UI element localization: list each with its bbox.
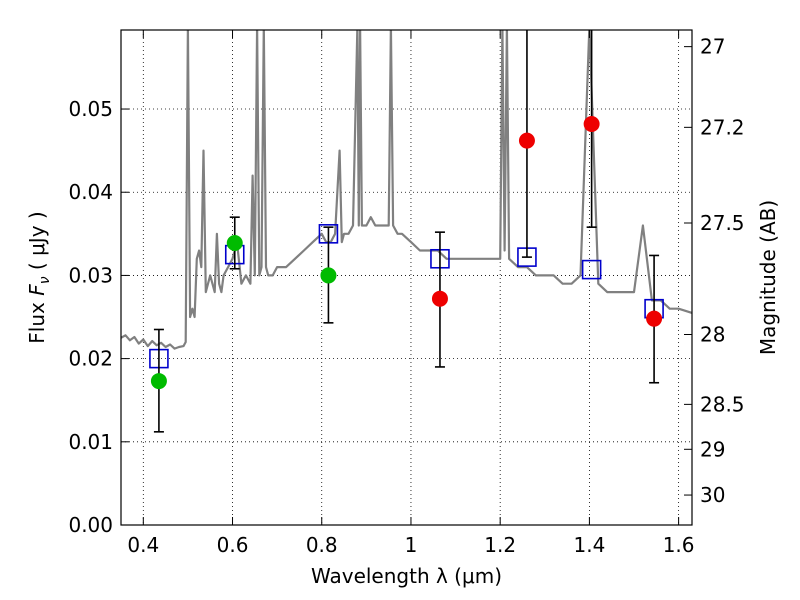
x-axis-title: Wavelength λ (μm) xyxy=(311,564,502,588)
x-tick-label: 1.6 xyxy=(663,533,695,557)
y-tick-label: 0.03 xyxy=(68,263,113,287)
observed-point xyxy=(150,373,167,390)
observed-point xyxy=(320,267,337,284)
y2-tick-label: 27 xyxy=(700,35,725,59)
plot-frame xyxy=(120,29,693,526)
grid xyxy=(121,30,692,525)
y2-tick-label: 28.5 xyxy=(700,392,745,416)
y2-axis-title: Magnitude (AB) xyxy=(756,200,780,355)
model-square xyxy=(581,259,602,280)
y-tick-label: 0.02 xyxy=(68,347,113,371)
x-tick-label: 1.2 xyxy=(484,533,516,557)
ticks: 0.4 0.6 0.8 1 1.2 1.4 1.6 0.00 0.01 0.02 0.03 0.04 0… xyxy=(68,30,745,557)
y-axis-title-subscript: ν xyxy=(37,276,53,284)
y-tick-label: 0.04 xyxy=(68,180,113,204)
y-tick-label: 0.00 xyxy=(68,513,113,537)
y-axis-title-unit: ( μJy ) xyxy=(25,211,49,276)
x-tick-label: 0.6 xyxy=(217,533,249,557)
y-axis-title-prefix: Flux xyxy=(25,296,49,344)
plot-area xyxy=(121,30,692,433)
y2-tick-label: 27.5 xyxy=(700,211,745,235)
x-tick-label: 0.4 xyxy=(127,533,159,557)
y-tick-label: 0.05 xyxy=(68,97,113,121)
y-tick-label: 0.01 xyxy=(68,430,113,454)
y2-tick-label: 29 xyxy=(700,437,725,461)
x-tick-label: 1.4 xyxy=(573,533,605,557)
y-axis-title: Flux Fν ( μJy ) xyxy=(25,211,53,343)
y2-tick-label: 27.2 xyxy=(700,115,745,139)
observed-point xyxy=(518,132,535,149)
observed-point xyxy=(583,116,600,133)
x-tick-label: 1 xyxy=(405,533,418,557)
observed-point xyxy=(646,310,663,327)
observed-point xyxy=(431,290,448,307)
y2-tick-label: 28 xyxy=(700,322,725,346)
x-tick-label: 0.8 xyxy=(306,533,338,557)
observed-point xyxy=(226,234,243,251)
y2-tick-label: 30 xyxy=(700,483,725,507)
y-axis-title-variable: F xyxy=(25,284,49,296)
spectrum-line xyxy=(121,30,692,350)
